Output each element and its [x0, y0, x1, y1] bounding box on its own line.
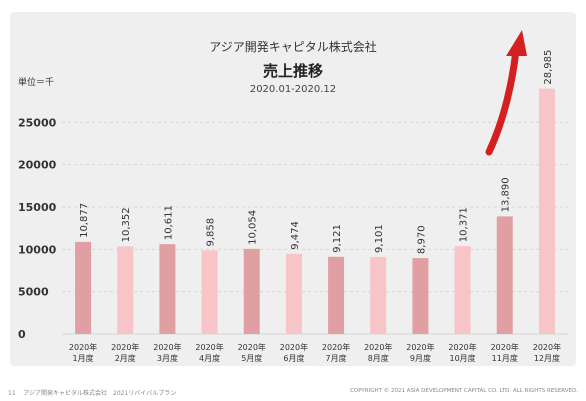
y-tick-label: 10000	[18, 243, 57, 256]
value-label: 9,474	[290, 221, 301, 250]
y-tick-label: 25000	[18, 116, 57, 129]
bar	[201, 250, 218, 334]
bar	[328, 256, 345, 334]
y-tick-label: 15000	[18, 201, 57, 214]
value-label: 10,371	[459, 207, 470, 242]
x-axis: 2020年 1月度 2020年 2月度 2020年 3月度 2020年 4月度 2020年 5月度…	[69, 342, 561, 363]
value-label: 9,858	[206, 218, 217, 247]
x-tick-label: 2020年 6月度	[280, 342, 308, 363]
trend-arrow-head	[506, 30, 527, 56]
value-label: 9,101	[374, 224, 385, 253]
chart-period: 2020.01-2020.12	[249, 84, 337, 95]
y-tick-label: 5000	[18, 286, 49, 299]
bar	[454, 246, 471, 334]
bar	[496, 216, 513, 334]
value-label: 10,611	[163, 205, 174, 240]
gridlines	[62, 121, 568, 335]
copyright: COPYRIGHT © 2021 ASIA DEVELOPMENT CAPITA…	[350, 388, 578, 394]
footer-left: 11 アジア開発キャピタル株式会社 2021リバイバルプラン	[8, 388, 176, 397]
x-tick-label: 2020年 3月度	[153, 342, 181, 363]
x-tick-label: 2020年 1月度	[69, 342, 97, 363]
value-label: 10,877	[79, 203, 90, 238]
x-tick-label: 2020年 9月度	[406, 342, 434, 363]
bar	[75, 241, 92, 334]
value-label: 9,121	[332, 224, 343, 253]
value-label: 28,985	[543, 50, 554, 85]
y-tick-label: 20000	[18, 159, 57, 172]
chart-title: 売上推移	[262, 62, 323, 80]
bar	[285, 253, 302, 334]
x-tick-label: 2020年 8月度	[364, 342, 392, 363]
bar	[117, 246, 134, 334]
x-tick-label: 2020年 5月度	[238, 342, 266, 363]
value-labels: 10,877 10,352 10,611 9,858 10,054 9,474 9,121 9…	[79, 50, 554, 254]
bars	[75, 88, 555, 335]
x-tick-label: 2020年 10月度	[448, 342, 476, 363]
trend-arrow	[485, 30, 527, 156]
value-label: 10,054	[248, 210, 259, 245]
value-label: 10,352	[121, 207, 132, 242]
y-axis: 0 5000 10000 15000 20000 25000	[18, 116, 57, 341]
value-label: 13,890	[501, 177, 512, 212]
x-tick-label: 2020年 7月度	[322, 342, 350, 363]
bar	[538, 88, 555, 335]
company-name: アジア開発キャピタル株式会社	[209, 40, 377, 54]
x-tick-label: 2020年 2月度	[111, 342, 139, 363]
page-number: 11	[8, 390, 16, 397]
x-tick-label: 2020年 4月度	[195, 342, 223, 363]
x-tick-label: 2020年 12月度	[533, 342, 561, 363]
y-tick-label: 0	[18, 328, 26, 341]
bar	[243, 248, 260, 334]
footer-text: アジア開発キャピタル株式会社 2021リバイバルプラン	[23, 390, 177, 397]
bar	[370, 256, 387, 334]
value-label: 8,970	[416, 225, 427, 254]
bar	[412, 258, 429, 334]
x-tick-label: 2020年 11月度	[491, 342, 519, 363]
unit-label: 単位＝千	[18, 78, 55, 88]
trend-arrow-shaft	[485, 46, 520, 156]
bar	[159, 244, 176, 334]
